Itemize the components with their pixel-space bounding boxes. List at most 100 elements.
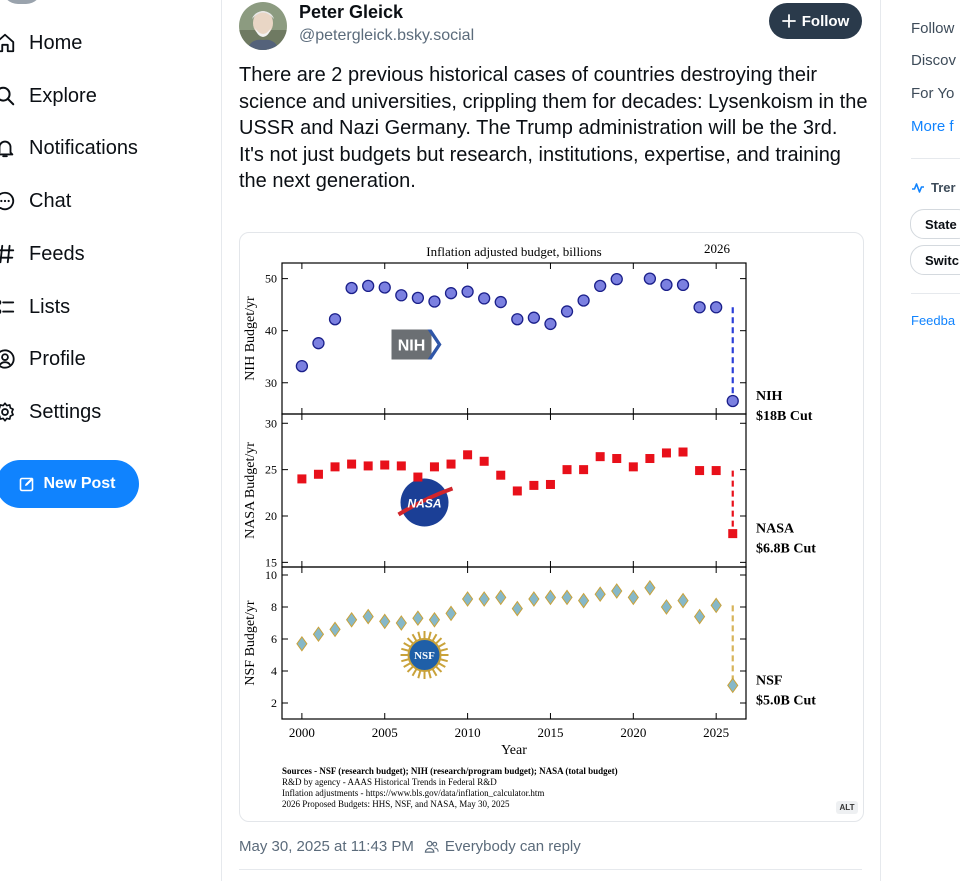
y-tick-label: 4 xyxy=(271,664,277,678)
nav-label: Profile xyxy=(29,347,86,370)
nasa-data-point xyxy=(661,448,671,458)
nasa-data-point xyxy=(479,456,489,466)
feed-link-for-you[interactable]: For Yo xyxy=(911,85,955,102)
nsf-data-point xyxy=(511,600,523,617)
nav-item-feeds[interactable]: Feeds xyxy=(0,234,85,274)
nih-data-point xyxy=(395,289,408,302)
nih-logo xyxy=(391,329,432,360)
y-axis-label: NASA Budget/yr xyxy=(243,442,258,539)
nsf-data-point xyxy=(412,610,424,627)
y-tick-label: 15 xyxy=(265,555,277,569)
y-tick-label: 50 xyxy=(265,272,277,286)
nih-data-point xyxy=(693,301,706,314)
nasa-data-point xyxy=(695,466,705,476)
nasa-data-point xyxy=(363,461,373,471)
post-timestamp[interactable]: May 30, 2025 at 11:43 PM xyxy=(239,838,414,855)
y-tick-label: 6 xyxy=(271,632,277,646)
new-post-button[interactable]: New Post xyxy=(0,460,139,508)
x-tick-label: 2000 xyxy=(289,725,315,740)
trending-chip[interactable]: State xyxy=(910,209,960,239)
nav-item-chat[interactable]: Chat xyxy=(0,181,71,221)
y-tick-label: 30 xyxy=(265,416,277,430)
nav-item-explore[interactable]: Explore xyxy=(0,76,97,116)
gear-icon xyxy=(0,402,14,422)
nsf-data-point xyxy=(445,605,457,622)
nsf-data-point xyxy=(395,615,407,631)
nsf-data-point xyxy=(727,677,739,694)
author-avatar[interactable] xyxy=(239,2,287,50)
y-tick-label: 8 xyxy=(271,600,277,614)
nsf-data-point xyxy=(478,591,490,607)
chart-title: Inflation adjusted budget, billions xyxy=(426,244,601,259)
nih-data-point xyxy=(461,285,474,298)
follow-button[interactable]: Follow xyxy=(769,3,862,39)
author-handle[interactable]: @petergleick.bsky.social xyxy=(299,27,475,44)
nasa-data-point xyxy=(728,529,738,539)
nsf-data-point xyxy=(312,626,325,643)
sidebar-divider xyxy=(911,158,960,159)
nasa-logo-text: NASA xyxy=(408,497,442,511)
nasa-data-point xyxy=(463,450,473,460)
post-text: There are 2 previous historical cases of… xyxy=(239,62,869,195)
nsf-data-point xyxy=(544,589,557,606)
new-post-label: New Post xyxy=(43,475,116,492)
nih-data-point xyxy=(660,278,673,292)
post-image[interactable]: Inflation adjusted budget, billions 2026… xyxy=(239,232,864,822)
reply-setting[interactable]: Everybody can reply xyxy=(444,838,581,855)
nav-item-notifications[interactable]: Notifications xyxy=(0,128,138,168)
nav-item-home[interactable]: Home xyxy=(0,23,82,63)
user-avatar[interactable] xyxy=(2,0,42,4)
nsf-data-point xyxy=(710,597,722,614)
nsf-data-point xyxy=(329,621,341,638)
cut-annotation-agency: NSF xyxy=(756,673,782,688)
y-tick-label: 20 xyxy=(265,509,277,523)
nih-data-point xyxy=(577,294,590,307)
nasa-data-point xyxy=(380,460,390,470)
nasa-logo-swoosh xyxy=(397,486,454,517)
nih-data-point xyxy=(378,281,391,294)
nih-data-point xyxy=(511,313,524,326)
feedback-link[interactable]: Feedba xyxy=(911,313,956,328)
feed-link-discover[interactable]: Discov xyxy=(911,52,957,69)
nasa-data-point xyxy=(496,470,506,480)
nih-logo-arrow xyxy=(427,329,442,360)
chart-year-marker: 2026 xyxy=(704,241,731,256)
nih-data-point xyxy=(428,295,441,308)
alt-text-badge[interactable]: ALT xyxy=(836,801,858,814)
nav-label: Notifications xyxy=(29,136,138,159)
nav-label: Lists xyxy=(29,295,71,318)
home-icon xyxy=(0,33,15,53)
nasa-data-point xyxy=(678,447,688,457)
nasa-data-point xyxy=(628,462,638,472)
nsf-data-point xyxy=(594,586,606,603)
nsf-data-point xyxy=(528,591,540,607)
x-tick-label: 2020 xyxy=(620,725,646,740)
feed-link-following[interactable]: Follow xyxy=(911,20,955,37)
nsf-data-point xyxy=(461,591,474,607)
nasa-data-point xyxy=(330,462,340,472)
nih-data-point xyxy=(411,291,425,305)
trending-chip[interactable]: Switc xyxy=(910,245,960,275)
chat-icon xyxy=(0,191,15,211)
nasa-data-point xyxy=(612,454,622,464)
nsf-data-point xyxy=(296,635,308,652)
y-tick-label: 25 xyxy=(265,463,277,477)
chart-source-line: Inflation adjustments - https://www.bls.… xyxy=(282,788,544,798)
feed-link-more[interactable]: More f xyxy=(911,118,954,135)
plus-icon xyxy=(781,14,796,28)
y-tick-label: 40 xyxy=(265,324,277,338)
post-divider xyxy=(239,869,862,870)
nsf-data-point xyxy=(561,589,573,606)
cut-annotation-amount: $6.8B Cut xyxy=(756,542,816,557)
nsf-logo-text: NSF xyxy=(414,650,435,662)
nav-item-settings[interactable]: Settings xyxy=(0,392,101,432)
nsf-data-point xyxy=(345,611,358,628)
nsf-data-point xyxy=(660,599,673,615)
nav-item-lists[interactable]: Lists xyxy=(0,287,70,327)
nsf-data-point xyxy=(577,592,590,609)
nasa-data-point xyxy=(645,454,655,464)
cut-annotation-agency: NIH xyxy=(756,389,783,404)
nav-item-profile[interactable]: Profile xyxy=(0,339,86,379)
author-display-name[interactable]: Peter Gleick xyxy=(299,2,404,22)
chart-source-line: R&D by agency - AAAS Historical Trends i… xyxy=(282,777,497,787)
